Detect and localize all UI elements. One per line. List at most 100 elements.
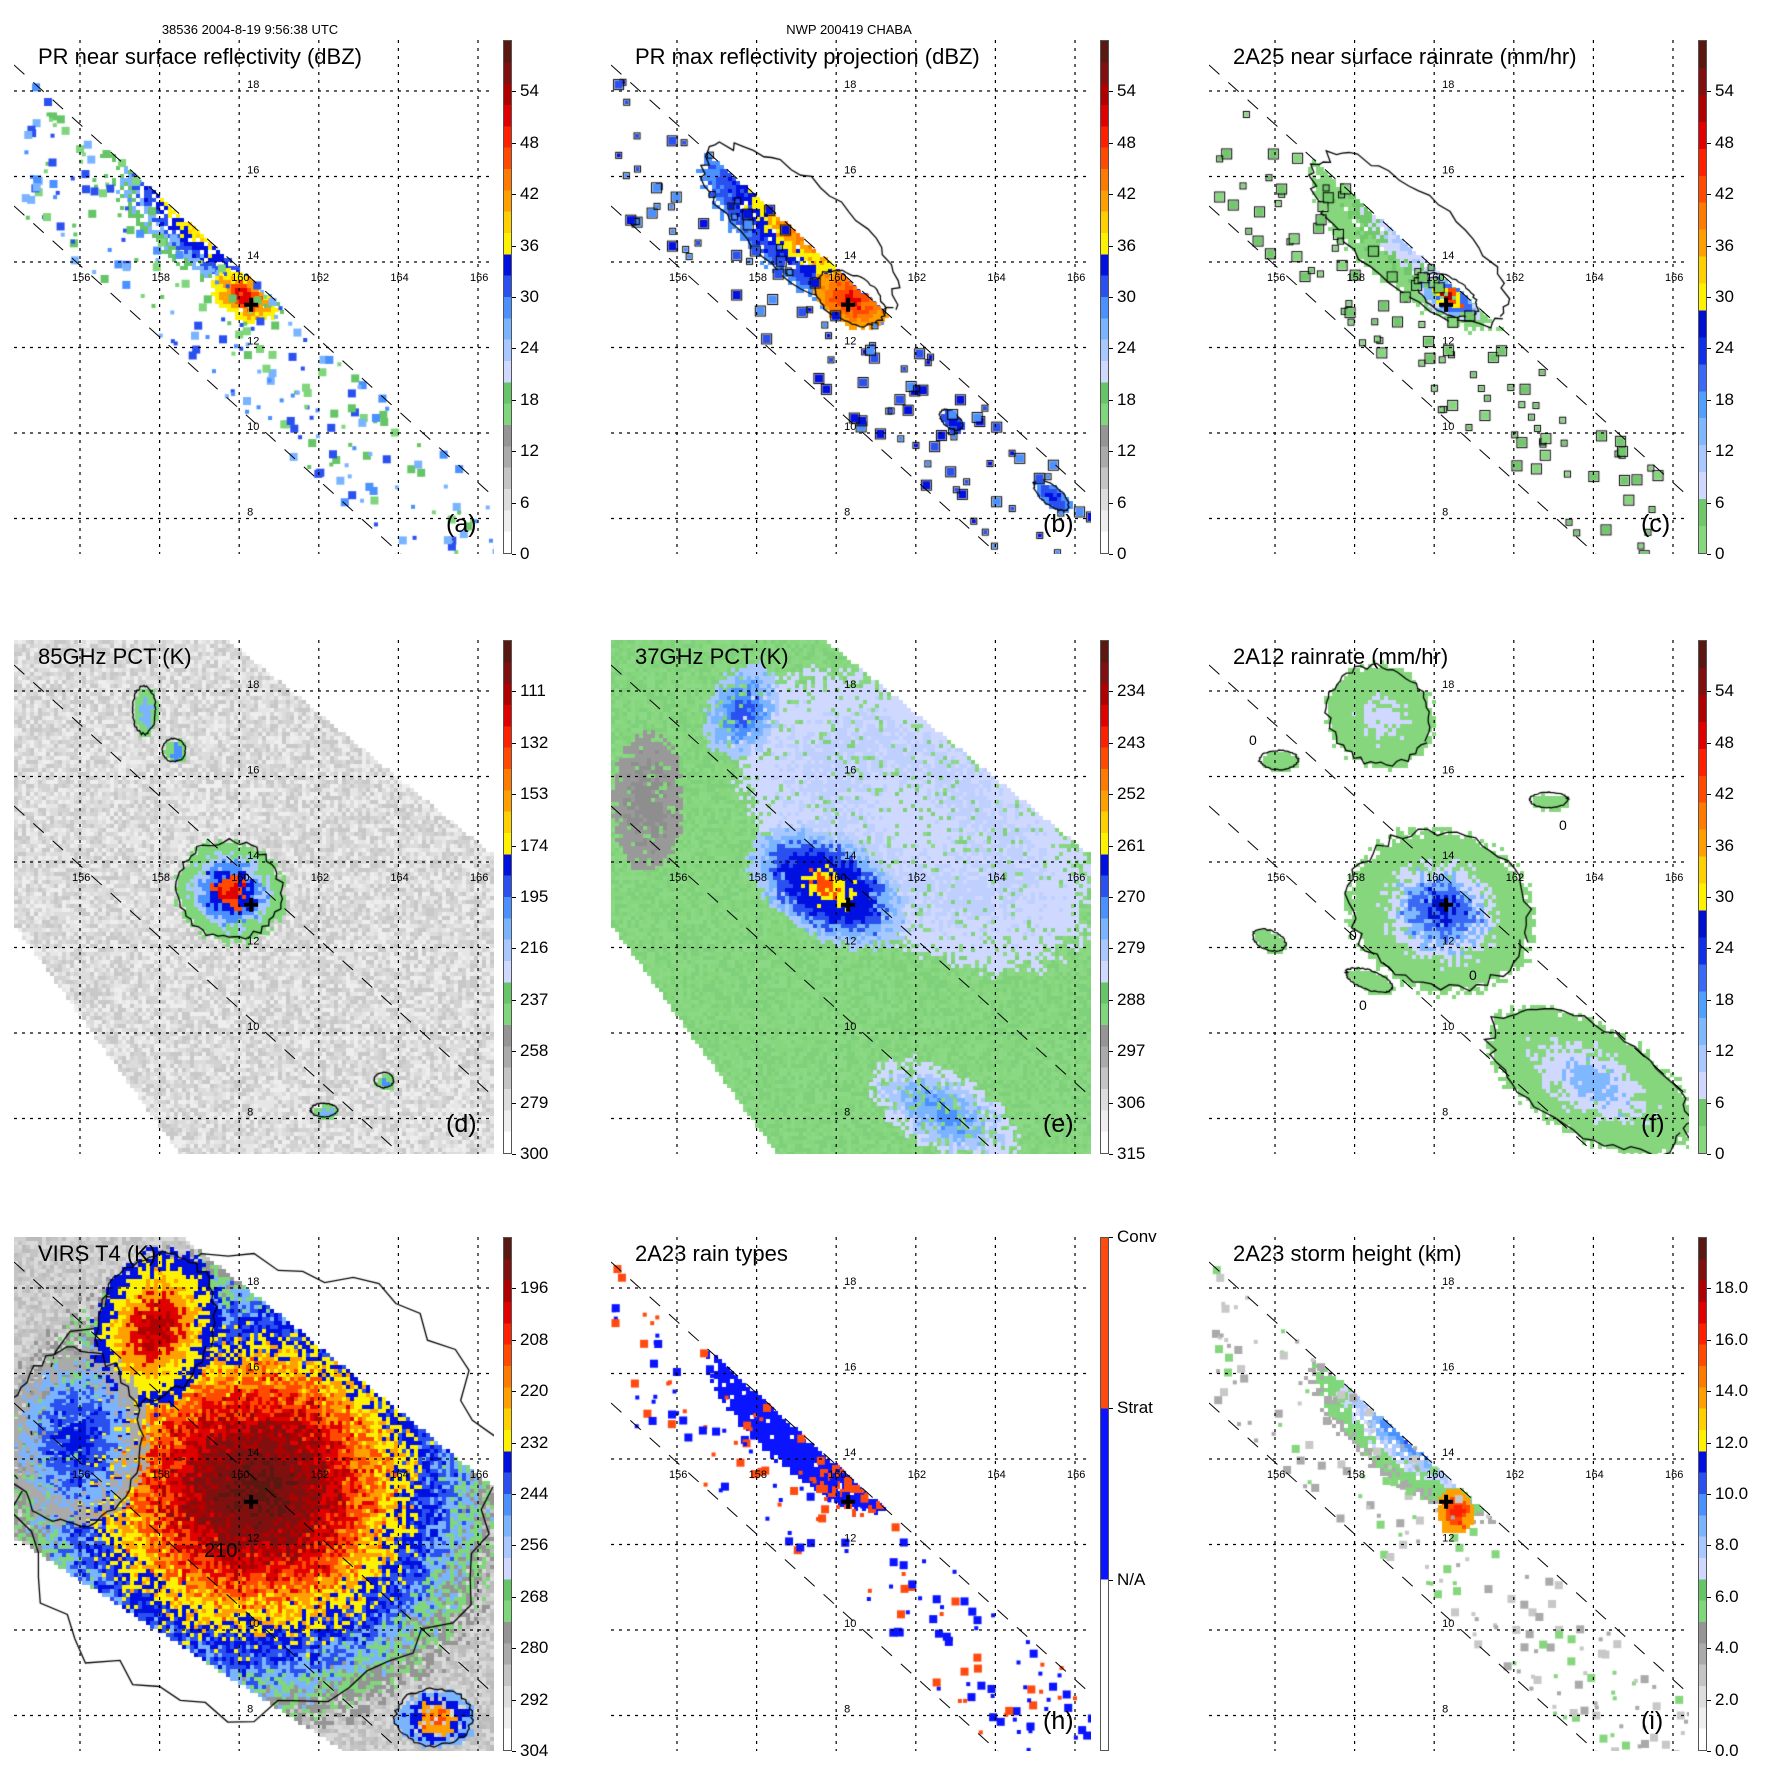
colorbar-tick-label: 18 bbox=[1117, 389, 1136, 409]
colorbar-tick-label: 6 bbox=[1715, 1092, 1725, 1112]
colorbar-tick-label: 36 bbox=[1715, 235, 1734, 255]
colorbar-tick bbox=[1707, 348, 1711, 350]
colorbar-tick-label: 2.0 bbox=[1715, 1689, 1739, 1709]
colorbar-tick bbox=[512, 1596, 516, 1598]
data-field-g bbox=[14, 1237, 494, 1751]
pr-swath-edge bbox=[1209, 1261, 1689, 1695]
colorbar-tick-label: 234 bbox=[1117, 681, 1146, 701]
latitude-label: 10 bbox=[1442, 421, 1454, 433]
colorbar-tick-label: 48 bbox=[520, 132, 539, 152]
colorbar-tick-label: 4.0 bbox=[1715, 1638, 1739, 1658]
colorbar-tick-label: 12 bbox=[1715, 441, 1734, 461]
colorbar-tick bbox=[512, 999, 516, 1001]
latitude-label: 8 bbox=[247, 1107, 253, 1119]
storm-center-cross-icon bbox=[841, 1494, 856, 1509]
latitude-label: 10 bbox=[844, 1021, 856, 1033]
latitude-label: 16 bbox=[247, 165, 259, 177]
colorbar-tick bbox=[1707, 194, 1711, 196]
colorbar-tick-label: 18 bbox=[1715, 389, 1734, 409]
colorbar-tick bbox=[1707, 1596, 1711, 1598]
panel-f: 156 158 160 162 164 166 18 16 14 12 10 8 0 0 0 0 0 2A12 r… bbox=[1209, 640, 1769, 1163]
colorbar-tick bbox=[512, 845, 516, 847]
colorbar-tick-label: 14.0 bbox=[1715, 1381, 1749, 1401]
colorbar-tick bbox=[1707, 742, 1711, 744]
colorbar-tick bbox=[1707, 245, 1711, 247]
colorbar-tick bbox=[512, 297, 516, 298]
latitude-label: 12 bbox=[844, 336, 856, 348]
longitude-label: 164 bbox=[390, 272, 408, 284]
longitude-label: 156 bbox=[1267, 272, 1285, 284]
contour-label: 0 bbox=[1359, 997, 1367, 1013]
longitude-label: 156 bbox=[1267, 872, 1285, 884]
longitude-label: 158 bbox=[152, 1469, 170, 1481]
colorbar-tick bbox=[512, 1545, 516, 1547]
colorbar-tick-label: 24 bbox=[1715, 338, 1734, 358]
latitude-label: 16 bbox=[247, 765, 259, 777]
latitude-label: 8 bbox=[1442, 1107, 1448, 1119]
colorbar-tick bbox=[1109, 742, 1113, 744]
longitude-label: 162 bbox=[311, 872, 329, 884]
longitude-label: 158 bbox=[749, 872, 767, 884]
colorbar-tick bbox=[512, 1751, 516, 1752]
longitude-label: 164 bbox=[987, 1469, 1005, 1481]
storm-center-cross-icon bbox=[841, 897, 856, 912]
latitude-label: 8 bbox=[247, 507, 253, 519]
latitude-label: 12 bbox=[844, 936, 856, 948]
longitude-label: 156 bbox=[72, 872, 90, 884]
latitude-label: 8 bbox=[1442, 507, 1448, 519]
latitude-label: 12 bbox=[1442, 336, 1454, 348]
latitude-label: 18 bbox=[247, 679, 259, 691]
colorbar-tick-label: 42 bbox=[1715, 184, 1734, 204]
colorbar-tick-label: 12 bbox=[1117, 441, 1136, 461]
colorbar-tick-label: 16.0 bbox=[1715, 1329, 1749, 1349]
colorbar bbox=[1100, 40, 1109, 554]
colorbar-tick-label: 306 bbox=[1117, 1092, 1146, 1112]
colorbar-tick-label: 153 bbox=[520, 784, 549, 804]
latitude-label: 10 bbox=[247, 1618, 259, 1630]
colorbar-tick bbox=[1109, 794, 1113, 796]
colorbar-tick bbox=[1707, 1494, 1711, 1495]
pr-swath-edge bbox=[1209, 664, 1689, 1098]
colorbar-tick-label: 174 bbox=[520, 835, 549, 855]
colorbar-tick-label: 6 bbox=[1117, 492, 1127, 512]
colorbar bbox=[1100, 640, 1109, 1154]
colorbar-tick-label: 300 bbox=[520, 1144, 549, 1163]
pr-swath-edge bbox=[14, 1261, 494, 1695]
storm-center-cross-icon bbox=[244, 297, 259, 312]
longitude-label: 158 bbox=[152, 272, 170, 284]
map-overlay: 156 158 160 162 164 166 18 16 14 12 10 8 bbox=[14, 40, 494, 554]
colorbar-tick bbox=[1109, 1237, 1113, 1238]
colorbar-tick bbox=[1707, 451, 1711, 453]
map-overlay: 156 158 160 162 164 166 18 16 14 12 10 8 bbox=[611, 640, 1091, 1154]
colorbar-tick-label: 268 bbox=[520, 1586, 549, 1606]
colorbar-tick bbox=[1707, 1051, 1711, 1053]
colorbar-tick-label: 208 bbox=[520, 1329, 549, 1349]
latitude-label: 10 bbox=[1442, 1618, 1454, 1630]
longitude-label: 164 bbox=[1585, 272, 1603, 284]
panel-a: 156 158 160 162 164 166 18 16 14 12 10 8 PR near sur… bbox=[14, 40, 574, 563]
storm-center-cross-icon bbox=[1439, 897, 1454, 912]
colorbar-tick-label: 18 bbox=[1715, 989, 1734, 1009]
colorbar-tick-label: 30 bbox=[1715, 887, 1734, 906]
latitude-label: 12 bbox=[844, 1533, 856, 1545]
latitude-label: 16 bbox=[844, 1362, 856, 1374]
colorbar-tick bbox=[1707, 794, 1711, 796]
longitude-label: 166 bbox=[1067, 872, 1085, 884]
panel-h: 156 158 160 162 164 166 18 16 14 12 10 8 2A23 rain t… bbox=[611, 1227, 1171, 1757]
colorbar-tick bbox=[1707, 399, 1711, 401]
map-overlay: 156 158 160 162 164 166 18 16 14 12 10 8 bbox=[1209, 40, 1689, 554]
longitude-label: 160 bbox=[1426, 872, 1444, 884]
colorbar-tick bbox=[512, 1494, 516, 1495]
map-h: 156 158 160 162 164 166 18 16 14 12 10 8 bbox=[611, 1237, 1091, 1751]
pr-swath-edge bbox=[1209, 205, 1597, 554]
colorbar-tick-label: 42 bbox=[520, 184, 539, 204]
colorbar-tick-label: 196 bbox=[520, 1278, 549, 1298]
colorbar-tick-label: Strat bbox=[1117, 1398, 1153, 1418]
colorbar-tick bbox=[1707, 554, 1711, 555]
map-overlay: 156 158 160 162 164 166 18 16 14 12 10 8 bbox=[14, 640, 494, 1154]
storm-name-header: NWP 200419 CHABA bbox=[786, 22, 912, 37]
colorbar-tick bbox=[1109, 554, 1113, 555]
colorbar-tick bbox=[1109, 142, 1113, 144]
data-field-a bbox=[14, 40, 494, 554]
data-field-i bbox=[1209, 1237, 1689, 1751]
